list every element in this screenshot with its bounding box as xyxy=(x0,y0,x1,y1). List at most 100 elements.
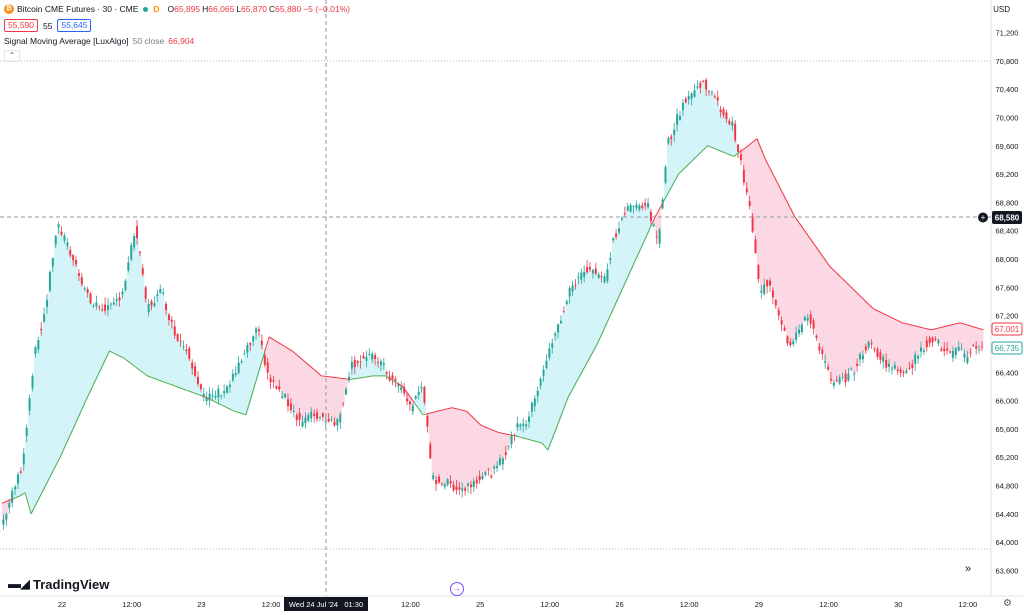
bear-fill-segment xyxy=(508,434,511,447)
bull-fill-segment xyxy=(376,362,379,376)
bear-fill-segment xyxy=(433,412,435,476)
bear-fill-segment xyxy=(839,276,842,378)
indicator-value: 66,904 xyxy=(168,36,195,46)
candle xyxy=(179,333,182,347)
bear-fill-segment xyxy=(338,377,341,423)
bull-fill-segment xyxy=(138,251,141,370)
candle xyxy=(304,412,307,429)
bear-fill-segment xyxy=(910,324,913,365)
time-axis[interactable]: 22 12:00 23 12:00 12:00 25 12:00 26 12:00 29 12:00… xyxy=(58,600,1024,609)
bear-fill-segment xyxy=(498,432,501,465)
bear-fill-segment xyxy=(450,408,453,484)
bull-fill-segment xyxy=(258,331,261,371)
bear-fill-segment xyxy=(928,329,930,338)
candle xyxy=(435,475,438,491)
candle xyxy=(606,263,609,284)
bear-fill-segment xyxy=(796,218,798,333)
candle xyxy=(138,250,141,257)
bear-fill-segment xyxy=(939,327,942,350)
bear-fill-segment xyxy=(447,408,450,480)
bull-fill-segment xyxy=(248,342,251,406)
bear-fill-segment xyxy=(282,344,284,397)
candle xyxy=(885,353,888,372)
candle xyxy=(493,464,496,475)
candle xyxy=(684,96,687,104)
candle xyxy=(196,371,199,387)
collapse-legend-button[interactable]: ⌃ xyxy=(4,50,20,62)
candle xyxy=(818,343,821,354)
candle xyxy=(228,380,231,393)
bear-fill-segment xyxy=(849,285,852,370)
bear-fill-segment xyxy=(845,281,848,383)
time-tick-label: 12:00 xyxy=(959,600,978,609)
bear-fill-segment xyxy=(825,259,827,362)
price-axis[interactable]: 63,600 64,000 64,400 64,800 65,200 65,600 66,0… xyxy=(996,29,1019,576)
bull-fill-segment xyxy=(685,102,688,167)
bear-fill-segment xyxy=(746,146,749,193)
bear-fill-segment xyxy=(501,433,504,465)
bear-fill-segment xyxy=(453,408,456,491)
settings-gear-icon[interactable]: ⚙ xyxy=(1003,598,1012,609)
candle xyxy=(284,393,287,400)
delayed-data-badge[interactable]: D xyxy=(153,4,160,14)
candle xyxy=(568,285,571,304)
bull-fill-segment xyxy=(544,367,547,447)
candle xyxy=(104,297,107,315)
candle xyxy=(571,280,574,296)
bull-fill-segment xyxy=(16,483,19,498)
bull-fill-segment xyxy=(20,472,23,496)
bull-fill-segment xyxy=(216,397,219,403)
candle xyxy=(821,346,824,360)
symbol-title[interactable]: Bitcoin CME Futures · 30 · CME xyxy=(17,4,139,14)
tradingview-logo[interactable]: ▬◢ TradingView xyxy=(8,576,109,592)
bear-fill-segment xyxy=(502,433,505,459)
candle xyxy=(202,387,205,401)
bull-fill-segment xyxy=(556,332,559,428)
bull-fill-segment xyxy=(158,292,161,381)
candle xyxy=(205,391,208,406)
bear-fill-segment xyxy=(755,139,758,253)
bear-fill-segment xyxy=(270,337,273,383)
bull-fill-segment xyxy=(546,360,549,449)
bull-fill-segment xyxy=(76,264,78,423)
candle xyxy=(882,353,885,369)
bull-fill-segment xyxy=(617,232,620,300)
candle xyxy=(345,387,348,396)
svg-text:+: + xyxy=(981,213,986,222)
go-to-date-button[interactable]: → xyxy=(450,582,464,596)
candle xyxy=(597,271,600,279)
bull-fill-segment xyxy=(148,303,151,377)
candle xyxy=(464,486,467,496)
candle xyxy=(734,120,737,143)
indicator-row[interactable]: Signal Moving Average [LuxAlgo] 50 close… xyxy=(4,35,352,47)
bear-fill-segment xyxy=(759,145,762,293)
bull-fill-segment xyxy=(378,362,380,376)
candle xyxy=(856,358,859,372)
bear-fill-segment xyxy=(293,352,296,411)
scroll-to-realtime-button[interactable]: » xyxy=(965,563,971,575)
bear-fill-segment xyxy=(457,409,460,488)
bear-fill-segment xyxy=(653,219,656,225)
candle xyxy=(949,350,952,354)
bull-fill-segment xyxy=(669,136,672,190)
bull-fill-segment xyxy=(581,272,583,374)
candle xyxy=(440,482,443,486)
candle xyxy=(391,372,394,386)
bear-fill-segment xyxy=(754,141,756,240)
bear-fill-segment xyxy=(756,138,759,266)
add-alert-icon[interactable] xyxy=(978,212,988,223)
bull-fill-segment xyxy=(729,124,731,155)
bull-fill-segment xyxy=(588,267,591,360)
candle xyxy=(559,315,562,325)
bear-fill-segment xyxy=(971,326,974,346)
currency-selector[interactable]: USD xyxy=(993,5,1010,14)
candle xyxy=(838,374,841,386)
bull-fill-segment xyxy=(701,80,704,152)
candle xyxy=(678,110,681,121)
bull-fill-segment xyxy=(356,361,358,379)
bear-fill-segment xyxy=(306,363,309,421)
bull-fill-segment xyxy=(25,436,27,493)
sell-button[interactable]: 55,590 xyxy=(4,19,38,32)
buy-button[interactable]: 55,645 xyxy=(57,19,92,32)
